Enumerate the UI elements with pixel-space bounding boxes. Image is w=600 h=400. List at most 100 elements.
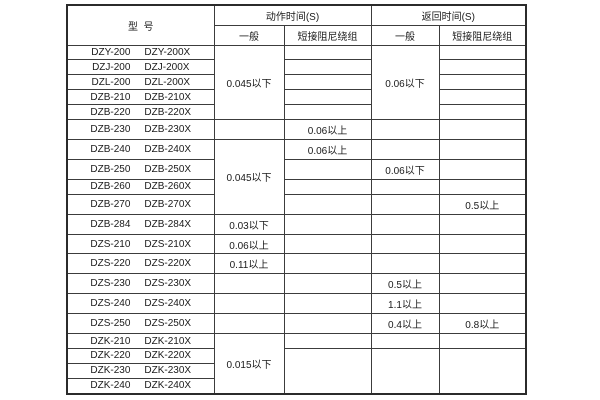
value-cell-ret-short [438, 348, 527, 395]
value-cell-act-short [283, 313, 372, 335]
header-action-time: 动作时间(S) [213, 4, 372, 26]
value-cell-act-short [283, 44, 372, 61]
model-number: DZS-220 [90, 258, 131, 270]
model-number: DZK-210X [144, 335, 192, 347]
table-row: DZK-210 DZK-210X 0.015以下 [66, 333, 527, 395]
table-header: 型 号 动作时间(S) 返回时间(S) 一般 短接阻尼绕组 一般 短接阻尼绕组 [66, 4, 527, 46]
value-cell-ret-gen [370, 178, 440, 195]
model-pair: DZB-230 DZB-230X [68, 124, 213, 136]
model-number: DZB-260 [90, 181, 131, 193]
table-row: DZB-270 DZB-270X 0.5以上 [66, 193, 527, 215]
header-action-short-damping: 短接阻尼绕组 [283, 24, 372, 46]
model-pair: DZS-240 DZS-240X [68, 298, 213, 310]
model-cell: DZB-230 DZB-230X [66, 119, 215, 141]
model-number: DZS-250 [90, 318, 131, 330]
value-cell-ret-short [438, 139, 527, 160]
model-pair: DZB-270 DZB-270X [68, 199, 213, 210]
table-row: DZK-240 DZK-240X [66, 377, 526, 395]
value-cell-act-short [283, 178, 372, 195]
value-cell-ret-short [438, 253, 527, 275]
value-cell-act-gen: 0.015以下 [213, 333, 285, 395]
model-number: DZS-230X [144, 278, 192, 290]
model-number: DZK-240 [90, 380, 131, 392]
model-number: DZB-210X [144, 91, 192, 103]
value-cell-act-short [283, 89, 372, 106]
value-cell-act-gen: 0.045以下 [213, 44, 285, 121]
model-number: DZB-240 [90, 143, 131, 155]
table-row: DZB-240 DZB-240X 0.045以下 0.06以上 [66, 139, 527, 215]
table-row: DZB-260 DZB-260X [66, 178, 527, 195]
value-cell-ret-gen: 0.4以上 [370, 313, 440, 335]
value-cell-ret-gen [370, 253, 440, 275]
value-cell-act-short [283, 333, 372, 350]
model-cell: DZB-220 DZB-220X [66, 104, 215, 121]
model-cell: DZB-240 DZB-240X [66, 139, 215, 160]
value-cell-act-short [283, 74, 372, 91]
value-cell-ret-short [438, 158, 527, 180]
value-cell-ret-gen [370, 213, 440, 235]
model-number: DZS-240X [144, 298, 192, 310]
header-return-short-damping: 短接阻尼绕组 [438, 24, 527, 46]
model-number: DZS-210 [90, 238, 131, 250]
value-cell-ret-short [438, 44, 527, 61]
model-pair: DZK-230 DZK-230X [68, 365, 213, 377]
model-pair: DZK-240 DZK-240X [68, 380, 213, 392]
value-cell-act-short [283, 104, 372, 121]
model-cell: DZB-284 DZB-284X [66, 213, 215, 235]
value-cell-act-short [283, 293, 372, 315]
table-row: DZY-200 DZY-200X 0.045以下 0.06以下 [66, 44, 527, 121]
table-row: DZS-230 DZS-230X 0.5以上 [66, 273, 527, 295]
value-cell-ret-short [438, 59, 527, 76]
model-number: DZS-220X [144, 258, 192, 270]
value-cell-act-gen [213, 119, 285, 141]
value-cell-ret-short [438, 333, 527, 350]
model-number: DZK-230X [144, 365, 192, 377]
value-cell-ret-gen: 0.5以上 [370, 273, 440, 295]
model-cell: DZB-260 DZB-260X [66, 178, 215, 195]
model-number: DZK-210 [90, 335, 131, 347]
value-cell-act-gen [213, 293, 285, 315]
model-cell: DZS-250 DZS-250X [66, 313, 215, 335]
model-pair: DZK-220 DZK-220X [68, 350, 213, 362]
model-pair: DZS-220 DZS-220X [68, 258, 213, 270]
value-cell-act-short: 0.06以上 [283, 139, 372, 160]
model-cell: DZB-270 DZB-270X [66, 193, 215, 215]
model-number: DZY-200 [91, 46, 131, 58]
value-cell-ret-short: 0.8以上 [438, 313, 527, 335]
model-pair: DZK-210 DZK-210X [68, 335, 213, 347]
model-number: DZB-230 [90, 124, 131, 136]
value-cell-ret-gen [370, 193, 440, 215]
value-cell-ret-gen [370, 333, 440, 350]
model-number: DZL-200X [144, 76, 190, 88]
model-number: DZK-220X [144, 350, 192, 362]
model-cell: DZS-210 DZS-210X [66, 233, 215, 255]
header-return-time: 返回时间(S) [370, 4, 527, 26]
value-cell-ret-gen: 1.1以上 [370, 293, 440, 315]
model-number: DZB-260X [144, 181, 192, 193]
value-cell-ret-gen: 0.06以下 [370, 158, 440, 180]
value-cell-act-short [283, 59, 372, 76]
model-number: DZB-284 [90, 218, 131, 230]
model-cell: DZB-250 DZB-250X [66, 158, 215, 180]
table-row: DZS-240 DZS-240X 1.1以上 [66, 293, 527, 315]
model-number: DZS-240 [90, 298, 131, 310]
table-row: DZB-250 DZB-250X 0.06以下 [66, 158, 527, 180]
model-number: DZJ-200 [92, 61, 131, 73]
value-cell-ret-short [438, 293, 527, 315]
table-body: DZY-200 DZY-200X 0.045以下 0.06以下 DZJ-200 DZJ-2… [66, 44, 527, 395]
model-number: DZS-230 [90, 278, 131, 290]
model-number: DZK-240X [144, 380, 192, 392]
table-row: DZB-284 DZB-284X 0.03以下 [66, 213, 527, 235]
value-cell-act-short [283, 253, 372, 275]
model-pair: DZB-260 DZB-260X [68, 181, 213, 193]
model-cell: DZK-220 DZK-220X [66, 348, 215, 364]
value-cell-ret-gen: 0.06以下 [370, 44, 440, 121]
model-cell: DZK-240 DZK-240X [66, 377, 215, 395]
value-cell-act-gen: 0.06以上 [213, 233, 285, 255]
value-cell-act-short [283, 348, 372, 395]
model-number: DZK-230 [90, 365, 131, 377]
model-pair: DZJ-200 DZJ-200X [68, 61, 213, 73]
table-row: DZL-200 DZL-200X [66, 74, 527, 91]
value-cell-ret-gen [370, 233, 440, 255]
